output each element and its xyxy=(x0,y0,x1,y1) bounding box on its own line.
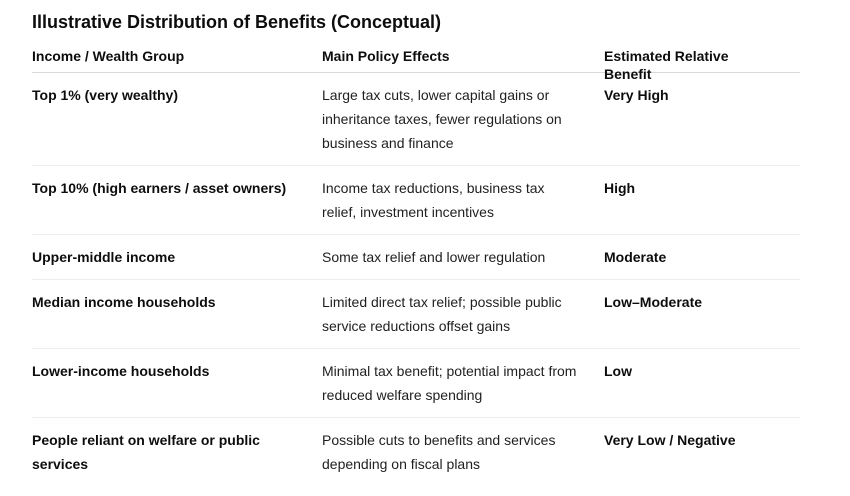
table-row: People reliant on welfare or public serv… xyxy=(32,418,800,486)
table-header-row: Income / Wealth Group Main Policy Effect… xyxy=(32,44,800,82)
benefits-table: Income / Wealth Group Main Policy Effect… xyxy=(32,44,800,486)
cell-relative-benefit: Low xyxy=(604,363,632,379)
cell-policy-effects: Some tax relief and lower regulation xyxy=(322,249,546,265)
table-row: Top 10% (high earners / asset owners) In… xyxy=(32,166,800,235)
header-income-group: Income / Wealth Group xyxy=(32,48,185,64)
header-relative-benefit: Estimated Relative Benefit xyxy=(604,48,729,82)
cell-income-group: People reliant on welfare or public serv… xyxy=(32,432,260,472)
cell-income-group: Upper-middle income xyxy=(32,249,176,265)
table-row: Median income households Limited direct … xyxy=(32,280,800,349)
cell-income-group: Lower-income households xyxy=(32,363,210,379)
cell-relative-benefit: Low–Moderate xyxy=(604,294,703,310)
cell-policy-effects: Income tax reductions, business tax reli… xyxy=(322,180,545,220)
cell-policy-effects: Minimal tax benefit; potential impact fr… xyxy=(322,363,577,403)
table-row: Upper-middle income Some tax relief and … xyxy=(32,235,800,280)
cell-income-group: Top 10% (high earners / asset owners) xyxy=(32,180,287,196)
cell-policy-effects: Limited direct tax relief; possible publ… xyxy=(322,294,562,334)
table-row: Top 1% (very wealthy) Large tax cuts, lo… xyxy=(32,73,800,166)
table-title: Illustrative Distribution of Benefits (C… xyxy=(32,12,442,32)
cell-relative-benefit: Very Low / Negative xyxy=(604,432,736,448)
header-policy-effects: Main Policy Effects xyxy=(322,48,450,64)
cell-policy-effects: Large tax cuts, lower capital gains or i… xyxy=(322,87,562,151)
cell-income-group: Top 1% (very wealthy) xyxy=(32,87,179,103)
cell-relative-benefit: Moderate xyxy=(604,249,667,265)
cell-relative-benefit: Very High xyxy=(604,87,669,103)
cell-income-group: Median income households xyxy=(32,294,216,310)
cell-relative-benefit: High xyxy=(604,180,636,196)
cell-policy-effects: Possible cuts to benefits and services d… xyxy=(322,432,556,472)
table-row: Lower-income households Minimal tax bene… xyxy=(32,349,800,418)
